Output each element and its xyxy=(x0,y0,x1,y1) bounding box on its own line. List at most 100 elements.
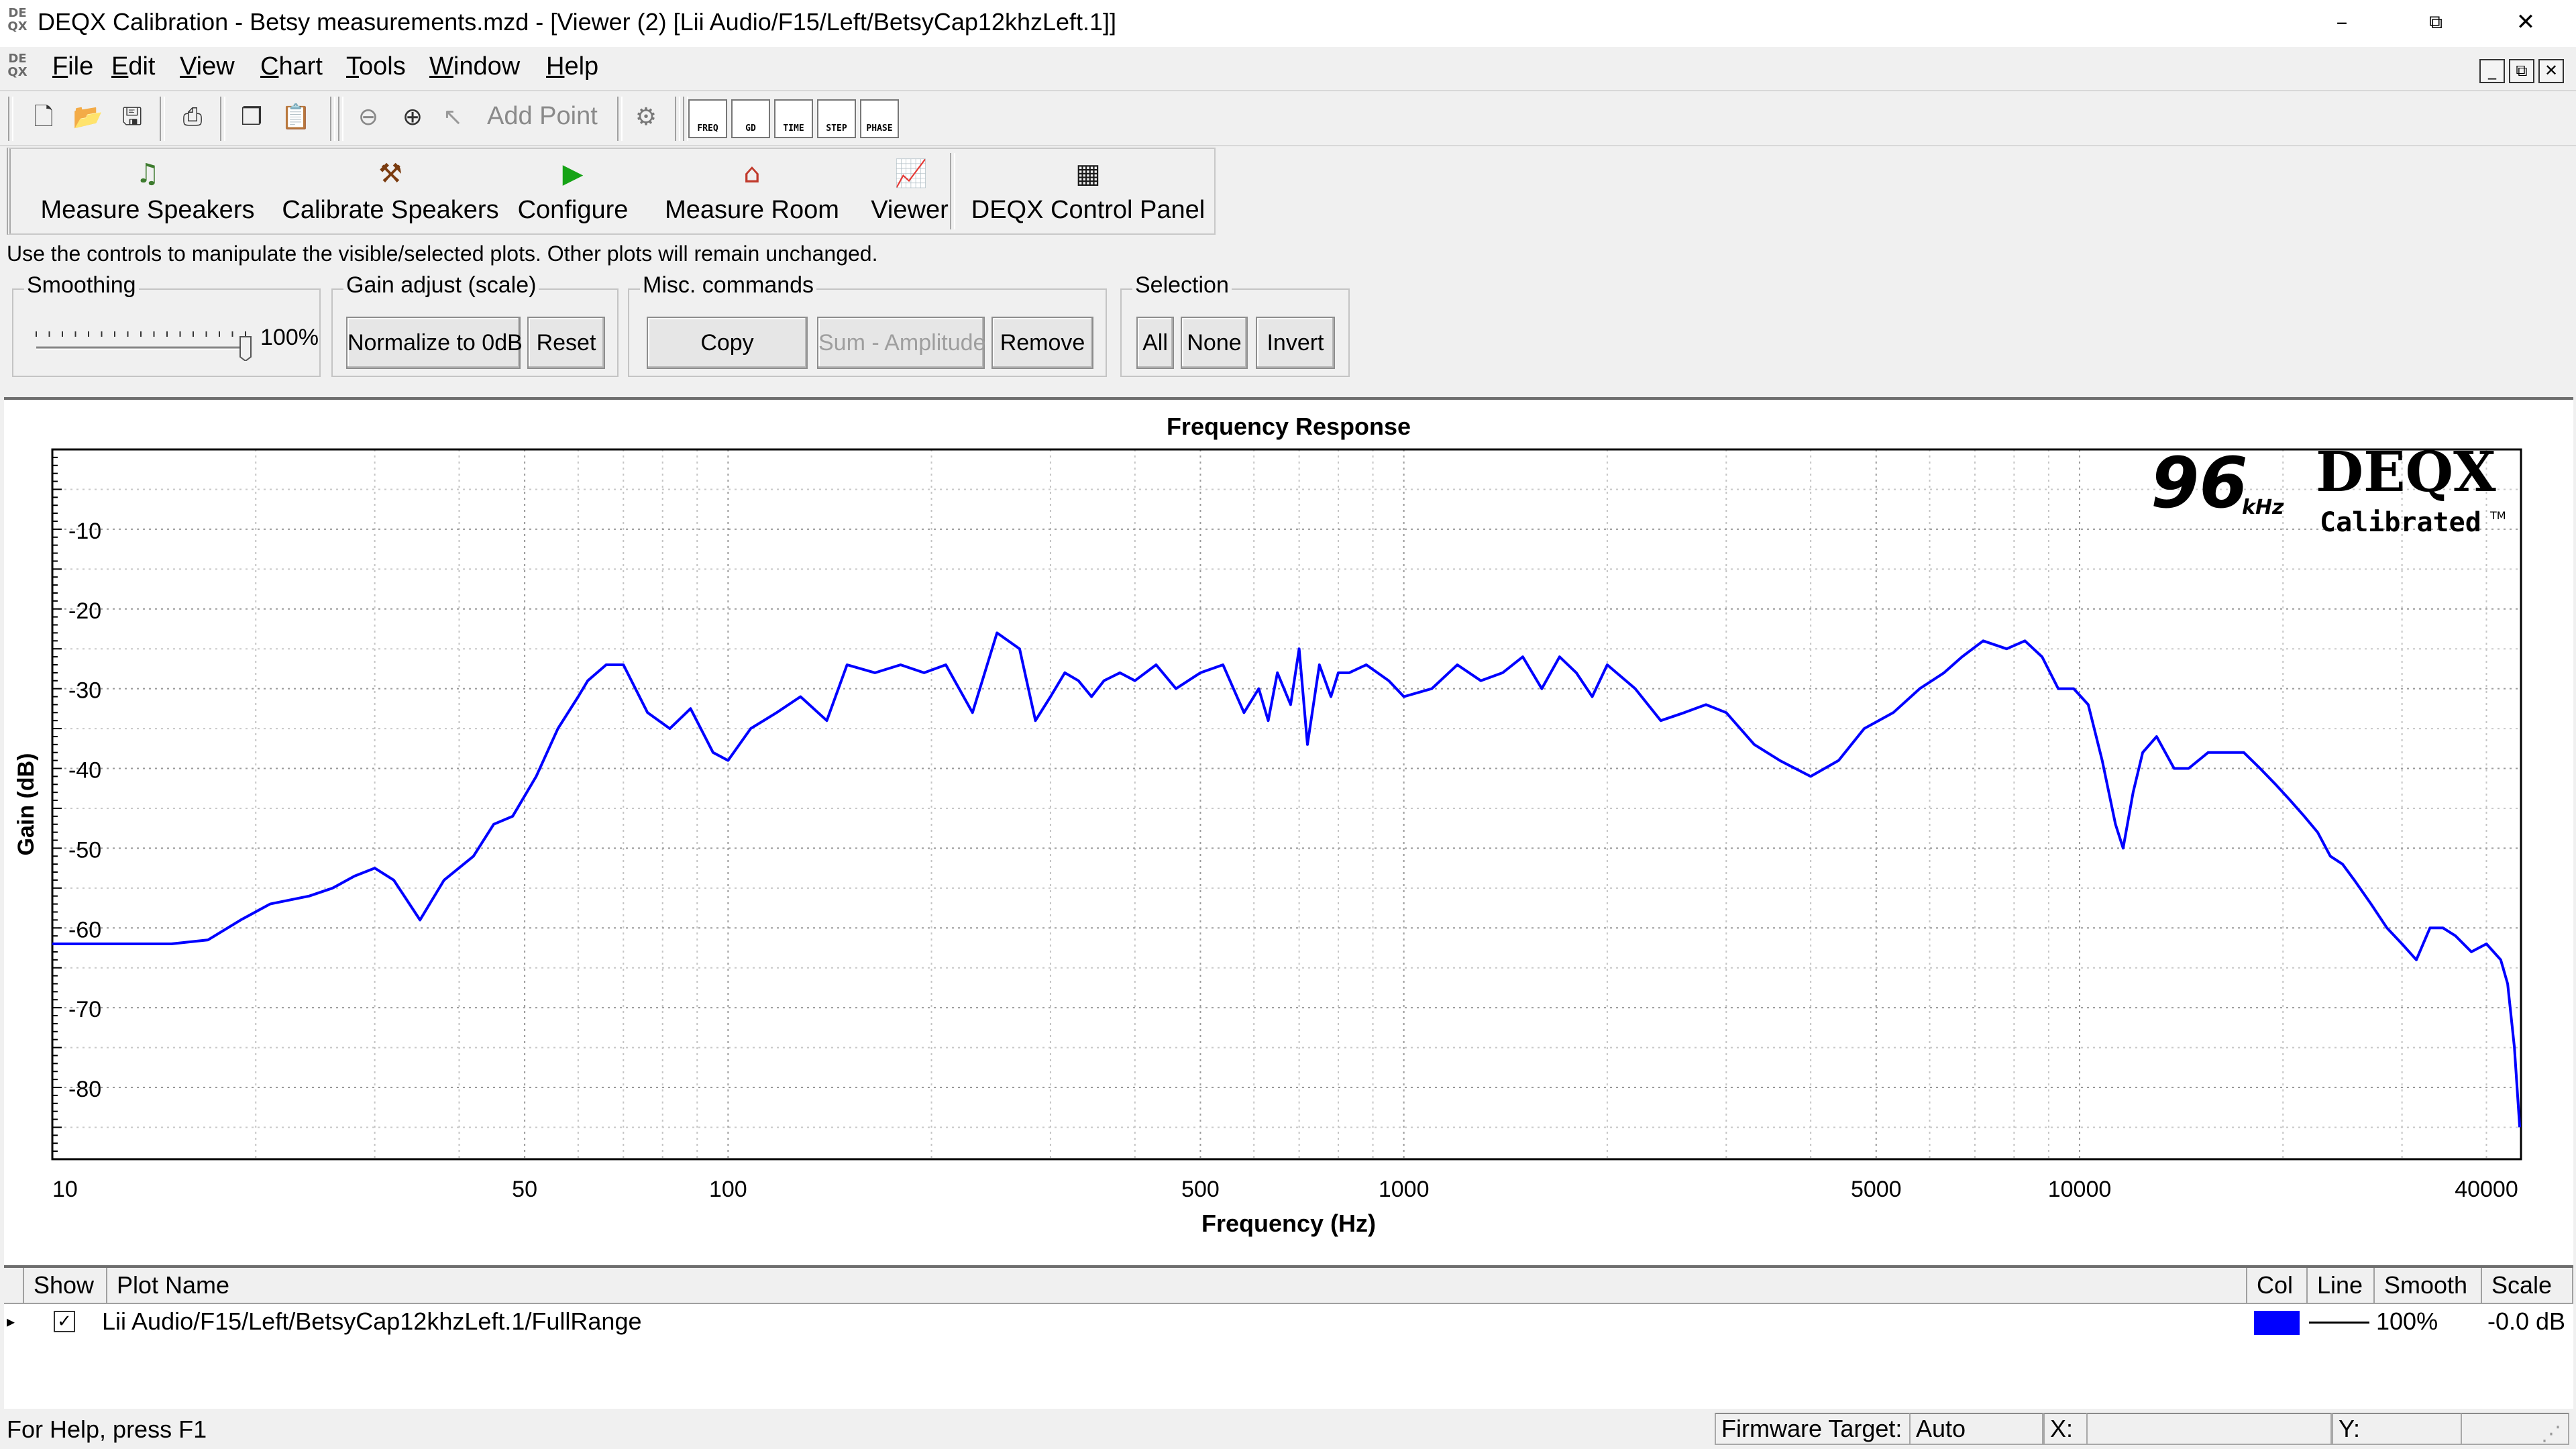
x-tick-label: 40000 xyxy=(2455,1177,2518,1202)
remove-button[interactable]: Remove xyxy=(991,317,1093,369)
y-tick-label: -50 xyxy=(68,837,101,863)
gd-view-button[interactable]: GD xyxy=(731,99,770,138)
calibrate-speakers-label: Calibrate Speakers xyxy=(282,196,499,224)
frequency-response-chart[interactable]: Frequency Response -10 -20 -30 -40 -50 -60 -70… xyxy=(4,400,2573,1265)
status-help-text: For Help, press F1 xyxy=(7,1415,207,1443)
select-all-button[interactable]: All xyxy=(1136,317,1174,369)
instructions-text: Use the controls to manipulate the visib… xyxy=(7,241,878,266)
logo-brand: DEQX xyxy=(2316,440,2496,504)
menu-view[interactable]: View xyxy=(180,52,235,80)
menu-edit[interactable]: Edit xyxy=(111,52,156,80)
resize-grip-icon[interactable]: ⋰ xyxy=(2541,1422,2561,1446)
x-coordinate-label: X: xyxy=(2043,1413,2088,1445)
child-window-icon: DE QX xyxy=(7,52,28,79)
menu-chart[interactable]: Chart xyxy=(260,52,323,80)
copy-icon[interactable]: ❐ xyxy=(240,103,263,131)
y-coordinate-value xyxy=(2461,1413,2569,1445)
column-header-show[interactable]: Show xyxy=(24,1268,107,1304)
plot-color-swatch[interactable] xyxy=(2254,1311,2300,1335)
zoom-in-icon[interactable]: ⊕ xyxy=(402,103,423,131)
menu-window[interactable]: Window xyxy=(429,52,521,80)
maximize-button[interactable]: ⧉ xyxy=(2429,11,2443,33)
actions-toolbar: ♫ Measure Speakers ⚒ Calibrate Speakers … xyxy=(7,148,1216,235)
mdi-minimize-button[interactable]: _ xyxy=(2479,59,2505,83)
x-axis-ticks: 10 50 100 500 1000 5000 10000 40000 xyxy=(52,1177,2518,1202)
plot-name-cell: Lii Audio/F15/Left/BetsyCap12khzLeft.1/F… xyxy=(102,1307,642,1335)
y-axis-label: Gain (dB) xyxy=(13,753,39,856)
title-bar: DE QX DEQX Calibration - Betsy measureme… xyxy=(0,0,2576,47)
menu-help[interactable]: Help xyxy=(546,52,599,80)
misc-commands-group: Misc. commands Copy Sum - Amplitude Remo… xyxy=(628,272,1107,377)
line-style-sample[interactable] xyxy=(2309,1322,2369,1324)
calibrate-speakers-button[interactable]: ⚒ Calibrate Speakers xyxy=(270,149,511,233)
invert-selection-button[interactable]: Invert xyxy=(1256,317,1335,369)
time-view-button[interactable]: TIME xyxy=(774,99,813,138)
mdi-close-button[interactable]: ✕ xyxy=(2538,59,2564,83)
column-header-plot-name[interactable]: Plot Name xyxy=(107,1268,2247,1304)
y-tick-label: -40 xyxy=(68,758,101,784)
toolbar-separator xyxy=(675,97,680,141)
toolbar-separator xyxy=(160,97,165,141)
reset-button[interactable]: Reset xyxy=(527,317,605,369)
normalize-button[interactable]: Normalize to 0dB xyxy=(346,317,523,369)
column-header-smooth[interactable]: Smooth xyxy=(2375,1268,2482,1304)
show-checkbox[interactable]: ✓ xyxy=(54,1311,75,1332)
new-file-icon[interactable]: 🗋 xyxy=(34,103,54,131)
sum-amplitude-button[interactable]: Sum - Amplitude xyxy=(817,317,985,369)
status-bar: For Help, press F1 Firmware Target: Auto… xyxy=(0,1409,2576,1449)
scale-cell: -0.0 dB xyxy=(2487,1307,2566,1335)
menu-tools[interactable]: Tools xyxy=(346,52,406,80)
minimize-button[interactable]: – xyxy=(2336,9,2348,36)
chart-grid xyxy=(52,449,2521,1160)
select-none-button[interactable]: None xyxy=(1181,317,1248,369)
freq-view-button[interactable]: FREQ xyxy=(688,99,727,138)
chart-title: Frequency Response xyxy=(1167,413,1411,440)
slider-thumb[interactable] xyxy=(239,336,252,361)
toolbar-separator xyxy=(683,97,688,141)
deqx-control-panel-button[interactable]: ▦ DEQX Control Panel xyxy=(963,149,1213,233)
selection-group: Selection All None Invert xyxy=(1120,272,1350,377)
column-header-line[interactable]: Line xyxy=(2308,1268,2375,1304)
add-point-button[interactable]: Add Point xyxy=(487,102,598,130)
y-tick-label: -30 xyxy=(68,678,101,704)
plot-list: Show Plot Name Col Line Smooth Scale ▸ ✓… xyxy=(4,1265,2573,1411)
save-icon[interactable]: 🖫 xyxy=(121,103,143,131)
x-tick-label: 10000 xyxy=(2048,1177,2112,1202)
open-folder-icon[interactable]: 📂 xyxy=(72,103,103,131)
configure-label: Configure xyxy=(517,196,629,224)
series-line[interactable] xyxy=(52,631,2522,1128)
table-row[interactable]: ▸ ✓ Lii Audio/F15/Left/BetsyCap12khzLeft… xyxy=(4,1305,2573,1339)
zoom-out-icon[interactable]: ⊖ xyxy=(358,103,379,131)
house-icon: ⌂ xyxy=(743,158,761,189)
paste-icon[interactable]: 📋 xyxy=(280,103,311,131)
play-icon: ▶ xyxy=(562,158,584,189)
toolbar-separator xyxy=(338,97,343,141)
viewer-button[interactable]: 📈 Viewer xyxy=(856,149,963,233)
toolbar-separator xyxy=(617,97,623,141)
y-tick-label: -70 xyxy=(68,997,101,1022)
mdi-restore-button[interactable]: ⧉ xyxy=(2509,59,2534,83)
smooth-cell: 100% xyxy=(2376,1307,2438,1335)
copy-button[interactable]: Copy xyxy=(647,317,808,369)
x-tick-label: 10 xyxy=(52,1177,78,1202)
slider-ticks xyxy=(36,331,246,337)
step-view-button[interactable]: STEP xyxy=(817,99,856,138)
y-tick-label: -80 xyxy=(68,1077,101,1102)
measure-speakers-button[interactable]: ♫ Measure Speakers xyxy=(40,149,255,233)
measure-room-button[interactable]: ⌂ Measure Room xyxy=(648,149,856,233)
menu-file[interactable]: File xyxy=(52,52,94,80)
standard-toolbar: 🗋 📂 🖫 ⎙ ❐ 📋 ⊖ ⊕ ↖ Add Point ⚙ FREQ GD TI… xyxy=(0,91,2576,146)
logo-calibrated: Calibrated xyxy=(2320,507,2481,538)
configure-button[interactable]: ▶ Configure xyxy=(513,149,633,233)
y-coordinate-label: Y: xyxy=(2332,1413,2462,1445)
print-icon[interactable]: ⎙ xyxy=(182,103,203,131)
column-header-col[interactable]: Col xyxy=(2247,1268,2308,1304)
logo-rate: 96 xyxy=(2151,442,2248,524)
gear-icon[interactable]: ⚙ xyxy=(635,103,657,131)
smoothing-slider[interactable] xyxy=(34,317,255,361)
window-title: DEQX Calibration - Betsy measurements.mz… xyxy=(38,8,1117,36)
column-header-scale[interactable]: Scale xyxy=(2482,1268,2573,1304)
add-point-icon[interactable]: ↖ xyxy=(442,103,464,131)
close-button[interactable]: ✕ xyxy=(2516,9,2536,36)
phase-view-button[interactable]: PHASE xyxy=(860,99,899,138)
